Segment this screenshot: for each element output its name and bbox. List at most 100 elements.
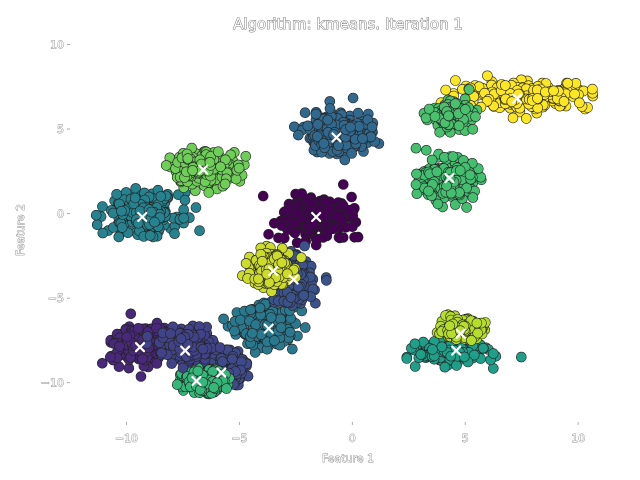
data-point — [347, 221, 358, 232]
data-point — [187, 165, 198, 176]
data-point — [311, 233, 323, 245]
data-point — [423, 185, 434, 197]
data-point — [129, 192, 141, 204]
data-point — [333, 232, 345, 243]
data-point — [240, 258, 252, 269]
cluster-3 — [288, 92, 385, 166]
data-point — [278, 232, 290, 244]
x-tick-label: 10 — [571, 432, 585, 445]
data-point — [347, 92, 359, 104]
data-point — [247, 327, 258, 339]
data-point — [229, 325, 240, 337]
data-point — [97, 201, 108, 212]
data-point — [137, 353, 148, 365]
data-point — [345, 121, 356, 133]
data-point — [463, 84, 475, 95]
data-point — [450, 75, 461, 86]
x-axis: −10 −5 0 5 10 — [114, 422, 585, 445]
data-point — [155, 191, 167, 202]
data-point — [276, 257, 288, 269]
data-point — [265, 312, 277, 323]
data-point — [352, 231, 364, 243]
data-point — [333, 140, 344, 151]
data-point — [467, 124, 479, 135]
data-point — [240, 151, 252, 162]
data-point — [105, 351, 116, 363]
data-point — [208, 382, 220, 393]
data-point — [310, 108, 322, 120]
data-point — [482, 70, 493, 82]
data-point — [289, 227, 301, 239]
data-point — [346, 148, 358, 159]
data-point — [217, 356, 228, 367]
data-point — [286, 343, 298, 355]
data-point — [461, 202, 472, 213]
data-point — [227, 353, 238, 365]
data-point — [221, 383, 232, 394]
data-point — [276, 220, 288, 231]
data-point — [427, 344, 438, 355]
data-point — [449, 98, 461, 109]
data-point — [215, 161, 226, 173]
data-point — [411, 168, 422, 180]
data-point — [420, 145, 432, 156]
data-points-layer — [90, 70, 599, 400]
data-point — [439, 361, 451, 373]
data-point — [352, 107, 364, 119]
data-point — [302, 120, 314, 132]
data-point — [257, 190, 269, 202]
data-point — [182, 153, 194, 164]
data-point — [346, 191, 357, 203]
data-point — [466, 335, 477, 346]
data-point — [125, 308, 137, 320]
data-point — [282, 204, 294, 216]
data-point — [464, 169, 476, 181]
data-point — [298, 290, 310, 301]
data-point — [284, 326, 296, 338]
data-point — [97, 227, 109, 239]
data-point — [454, 165, 466, 176]
data-point — [116, 222, 128, 233]
data-point — [254, 302, 266, 314]
data-point — [171, 379, 183, 390]
data-point — [366, 121, 378, 133]
data-point — [318, 138, 330, 149]
data-point — [178, 212, 189, 224]
data-point — [285, 292, 297, 303]
y-tick-label: −10 — [41, 377, 64, 390]
data-point — [574, 97, 585, 109]
data-point — [166, 358, 177, 369]
x-tick-label: 0 — [349, 432, 356, 445]
data-point — [459, 104, 471, 115]
data-point — [114, 341, 125, 352]
data-point — [299, 107, 311, 118]
data-point — [458, 351, 470, 363]
data-point — [357, 133, 368, 144]
data-point — [487, 348, 499, 359]
data-point — [90, 209, 102, 221]
data-point — [142, 331, 153, 342]
data-point — [453, 120, 465, 132]
data-point — [548, 85, 559, 97]
data-point — [190, 202, 202, 213]
data-point — [426, 154, 438, 166]
data-point — [343, 204, 355, 216]
data-point — [146, 206, 157, 218]
chart-title: Algorithm: kmeans. Iteration 1 — [233, 15, 463, 33]
data-point — [295, 252, 307, 263]
data-point — [311, 131, 323, 142]
data-point — [296, 188, 308, 199]
data-point — [569, 88, 580, 100]
data-point — [144, 230, 156, 241]
y-axis: −10 −5 0 5 10 — [40, 38, 70, 390]
data-point — [165, 328, 176, 340]
data-point — [415, 349, 427, 360]
data-point — [471, 317, 483, 329]
y-tick-label: 5 — [57, 123, 64, 136]
x-tick-label: 5 — [462, 432, 469, 445]
data-point — [312, 119, 324, 130]
data-point — [135, 371, 147, 382]
cluster-4 — [90, 183, 205, 243]
data-point — [432, 198, 444, 210]
data-point — [219, 178, 231, 190]
